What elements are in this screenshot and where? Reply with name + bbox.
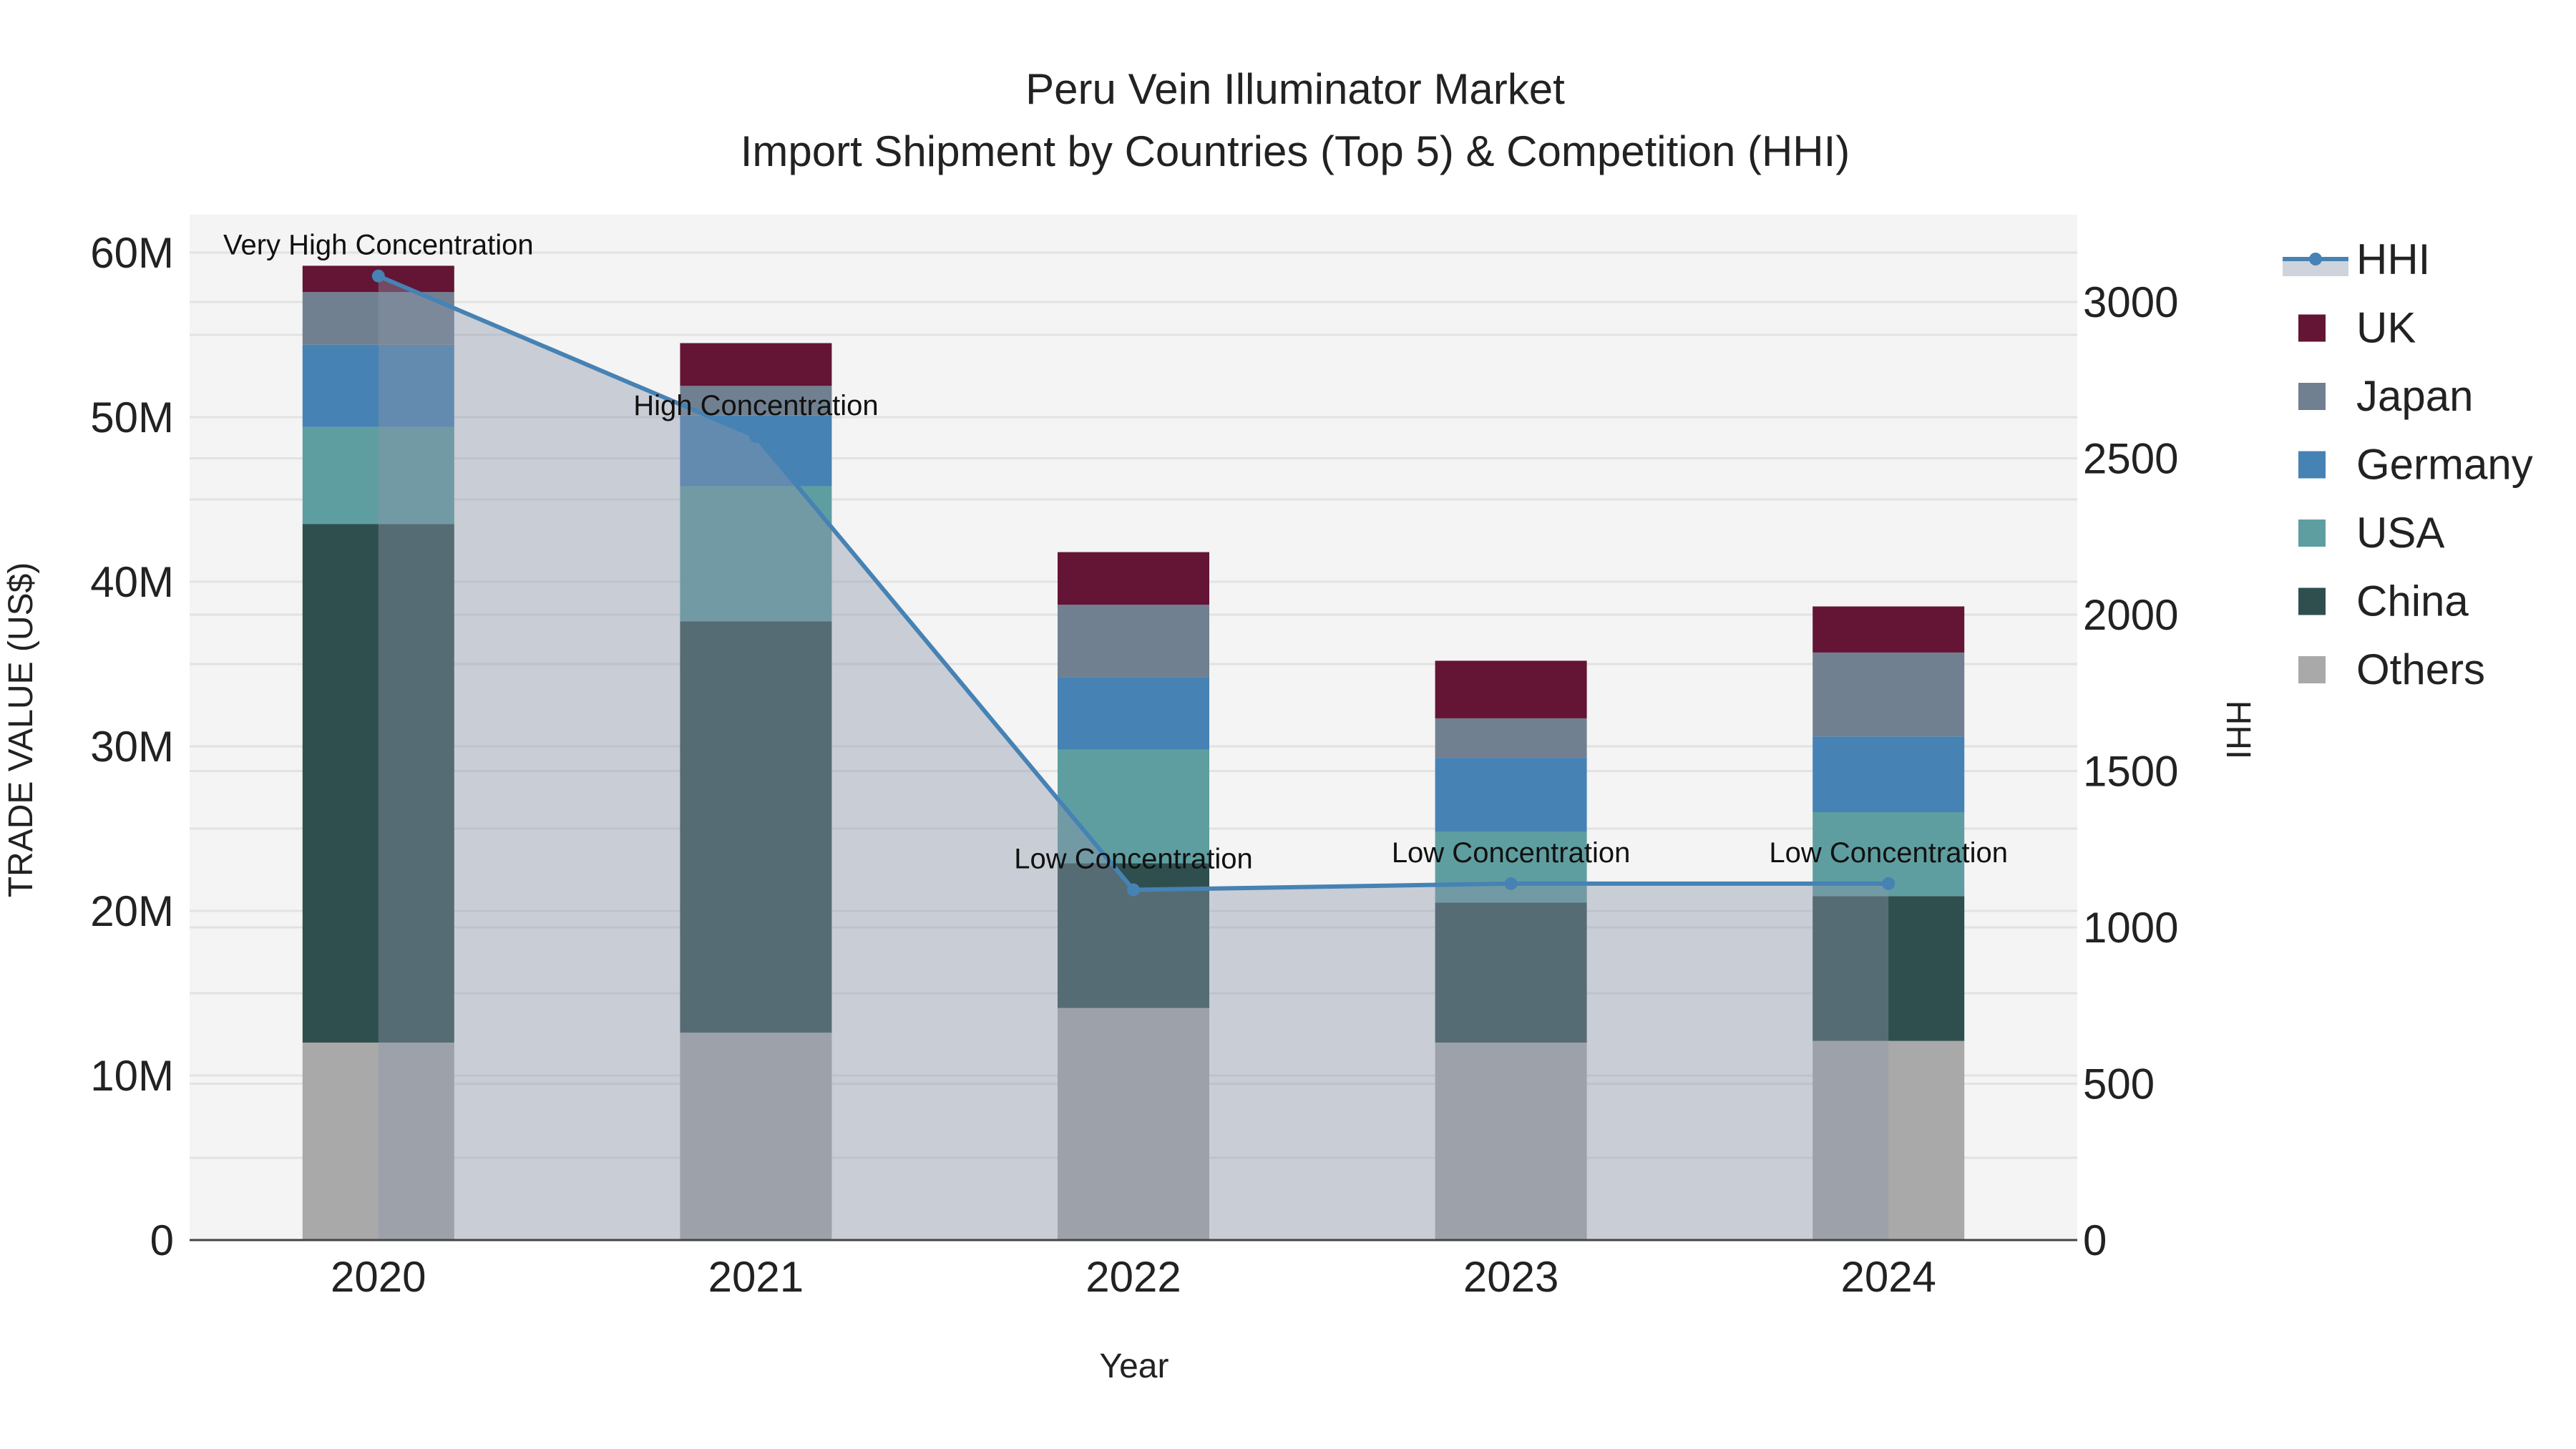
- y2-axis-ticks: 0 500 1000 1500 2000 2500 3000: [2083, 278, 2178, 1264]
- annotation-2023: Low Concentration: [1392, 837, 1631, 869]
- y-tick-label: 40M: [90, 558, 174, 606]
- y2-axis-label: HHI: [2219, 701, 2257, 760]
- legend-label-others: Others: [2356, 645, 2485, 693]
- legend-swatch-china: [2298, 587, 2326, 615]
- bar-usa-2020: [302, 426, 454, 525]
- bar-japan-2020: [302, 292, 454, 345]
- x-axis-label: Year: [1100, 1347, 1169, 1385]
- legend-label-china: China: [2356, 577, 2469, 625]
- x-tick-label: 2024: [1840, 1253, 1936, 1301]
- y-tick-label: 20M: [90, 887, 174, 935]
- annotations: Very High Concentration High Concentratio…: [223, 230, 2008, 875]
- annotation-2022: Low Concentration: [1014, 844, 1253, 875]
- bar-japan-2023: [1435, 718, 1587, 758]
- bar-others-2022: [1058, 1008, 1209, 1240]
- hhi-area-fill: [378, 275, 1889, 1240]
- hhi-point-2023: [1504, 877, 1518, 890]
- bar-usa-2021: [680, 486, 832, 622]
- bar-germany-2022: [1058, 677, 1209, 750]
- y2-tick-label: 3000: [2083, 278, 2178, 326]
- bar-japan-2022: [1058, 605, 1209, 678]
- y2-tick-label: 1500: [2083, 748, 2178, 796]
- bar-china-2020: [302, 524, 454, 1043]
- bar-others-2024: [1813, 1040, 1965, 1240]
- x-axis-ticks: 2020 2021 2022 2023 2024: [331, 1253, 1936, 1301]
- bar-uk-2022: [1058, 552, 1209, 605]
- hhi-point-2021: [749, 429, 763, 443]
- bar-usa-2022: [1058, 749, 1209, 864]
- hhi-series: [371, 269, 1896, 1240]
- legend: HHI UK Japan Germany USA China Others: [2283, 235, 2533, 693]
- y-tick-label: 10M: [90, 1052, 174, 1100]
- bar-usa-2023: [1435, 831, 1587, 903]
- x-tick-label: 2020: [331, 1253, 426, 1301]
- bar-uk-2024: [1813, 606, 1965, 653]
- bars: [302, 265, 1965, 1240]
- legend-hhi-marker: [2309, 253, 2322, 265]
- legend-label-japan: Japan: [2356, 372, 2473, 420]
- legend-swatch-uk: [2298, 314, 2326, 342]
- hhi-point-2024: [1882, 877, 1896, 890]
- legend-swatch-germany: [2298, 451, 2326, 479]
- y2-tick-label: 2500: [2083, 435, 2178, 483]
- chart-subtitle: Import Shipment by Countries (Top 5) & C…: [741, 127, 1850, 175]
- y2-tick-label: 2000: [2083, 591, 2178, 639]
- bar-china-2024: [1813, 896, 1965, 1041]
- x-tick-label: 2023: [1463, 1253, 1558, 1301]
- hhi-point-2020: [371, 269, 385, 283]
- annotation-2021: High Concentration: [633, 390, 878, 421]
- annotation-2024: Low Concentration: [1769, 837, 2008, 869]
- bar-germany-2024: [1813, 736, 1965, 812]
- y-tick-label: 50M: [90, 394, 174, 441]
- legend-label-usa: USA: [2356, 509, 2444, 557]
- hhi-point-2022: [1127, 883, 1140, 897]
- legend-label-hhi: HHI: [2356, 235, 2430, 283]
- bar-germany-2021: [680, 415, 832, 487]
- x-tick-label: 2021: [708, 1253, 804, 1301]
- legend-swatch-japan: [2298, 383, 2326, 410]
- bar-china-2023: [1435, 902, 1587, 1043]
- y-axis-ticks: 0 10M 20M 30M 40M 50M 60M: [90, 229, 174, 1264]
- bar-others-2020: [302, 1043, 454, 1240]
- annotation-2020: Very High Concentration: [223, 230, 534, 261]
- y2-tick-label: 500: [2083, 1060, 2155, 1108]
- y2-tick-label: 0: [2083, 1216, 2107, 1264]
- bar-uk-2023: [1435, 660, 1587, 718]
- legend-label-uk: UK: [2356, 304, 2416, 352]
- y-axis-label: TRADE VALUE (US$): [2, 562, 40, 898]
- x-tick-label: 2022: [1085, 1253, 1181, 1301]
- legend-label-germany: Germany: [2356, 441, 2533, 489]
- bar-japan-2021: [680, 386, 832, 416]
- bar-germany-2023: [1435, 758, 1587, 832]
- y2-tick-label: 1000: [2083, 904, 2178, 952]
- legend-swatch-others: [2298, 656, 2326, 683]
- chart-title: Peru Vein Illuminator Market: [1025, 65, 1565, 113]
- bar-japan-2024: [1813, 652, 1965, 737]
- y-tick-label: 30M: [90, 723, 174, 771]
- legend-swatch-usa: [2298, 519, 2326, 547]
- bar-china-2021: [680, 621, 832, 1033]
- bar-others-2021: [680, 1033, 832, 1240]
- y-tick-label: 0: [150, 1216, 174, 1264]
- y-tick-label: 60M: [90, 229, 174, 277]
- bar-germany-2020: [302, 344, 454, 427]
- bar-uk-2021: [680, 343, 832, 386]
- bar-others-2023: [1435, 1043, 1587, 1240]
